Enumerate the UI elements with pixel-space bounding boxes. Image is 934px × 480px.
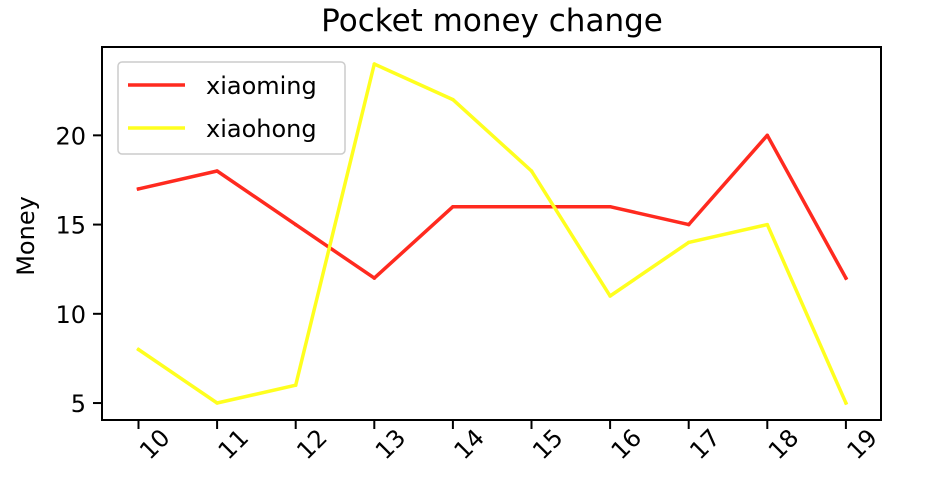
y-tick-label-5: 5 <box>71 390 86 418</box>
data-point-xiaoming-15 <box>529 204 534 209</box>
y-tick-label-20: 20 <box>55 122 86 150</box>
data-point-xiaoming-18 <box>765 133 770 138</box>
x-tick-label-14: 14 <box>449 424 490 465</box>
data-point-xiaohong-13 <box>372 62 377 66</box>
x-tick-label-15: 15 <box>527 424 568 465</box>
data-point-xiaohong-17 <box>686 240 691 245</box>
data-point-xiaohong-14 <box>451 97 455 102</box>
x-tick-label-10: 10 <box>134 424 175 465</box>
data-point-xiaoming-11 <box>215 169 219 173</box>
y-axis-label: Money <box>12 196 40 276</box>
y-tick-label-10: 10 <box>55 301 86 329</box>
x-tick-label-18: 18 <box>763 424 804 465</box>
data-point-xiaohong-15 <box>529 169 534 173</box>
data-point-xiaoming-10 <box>136 187 141 191</box>
x-axis: 10 11 12 13 14 15 16 17 18 19 <box>134 420 883 465</box>
data-point-xiaohong-12 <box>293 383 298 387</box>
data-point-xiaohong-18 <box>765 222 770 227</box>
series-line-xiaoming <box>136 133 849 281</box>
series-line-xiaohong <box>136 62 849 406</box>
data-point-xiaoming-14 <box>451 204 455 209</box>
x-tick-label-17: 17 <box>684 424 725 465</box>
y-tick-label-15: 15 <box>55 212 86 240</box>
y-axis: 5 10 15 20 <box>55 122 102 418</box>
x-tick-label-12: 12 <box>291 424 332 465</box>
legend-label-xiaohong: xiaohong <box>206 115 317 143</box>
data-point-xiaohong-11 <box>215 401 219 405</box>
chart-title: Pocket money change <box>321 3 663 39</box>
x-tick-label-16: 16 <box>606 424 647 465</box>
data-point-xiaoming-13 <box>372 276 377 280</box>
legend: xiaoming xiaohong <box>117 61 346 155</box>
data-point-xiaohong-16 <box>608 294 612 298</box>
data-point-xiaohong-10 <box>136 347 141 352</box>
data-point-xiaoming-12 <box>293 222 298 227</box>
data-point-xiaoming-17 <box>686 222 691 227</box>
plot-area-frame <box>101 46 882 421</box>
legend-label-xiaoming: xiaoming <box>206 72 317 100</box>
x-tick-label-13: 13 <box>370 424 411 465</box>
data-point-xiaoming-19 <box>844 276 848 280</box>
series-layer <box>136 62 849 406</box>
data-point-xiaohong-19 <box>844 401 848 405</box>
x-tick-label-19: 19 <box>842 424 883 465</box>
x-tick-label-11: 11 <box>213 424 254 465</box>
data-point-xiaoming-16 <box>608 204 612 209</box>
